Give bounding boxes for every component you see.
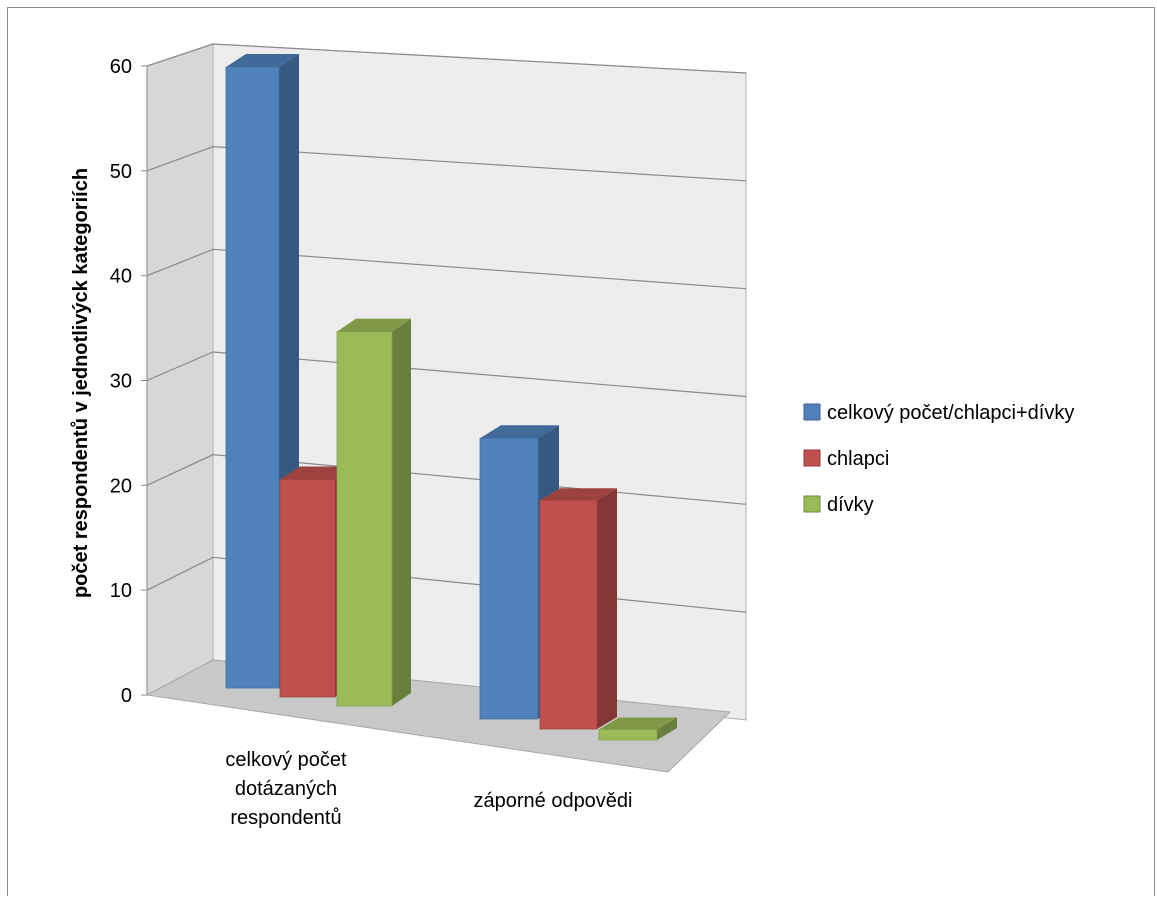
bar-top-face — [480, 425, 559, 439]
gridlines — [146, 43, 747, 613]
y-axis-title: počet respondentů v jednotlivýck kategor… — [70, 168, 92, 598]
bar-top-face — [337, 318, 411, 332]
bar-front-face — [336, 331, 393, 707]
y-tick-label: 30 — [110, 371, 132, 393]
bar-front-face — [279, 479, 336, 698]
y-axis-ticks: 0 10 20 30 40 50 60 — [110, 56, 148, 707]
bar-front-face — [539, 499, 598, 730]
bar-front-face — [479, 437, 539, 720]
category-label: záporné odpovědi — [473, 790, 632, 812]
bar — [336, 318, 411, 707]
y-tick-label: 40 — [110, 266, 132, 288]
gridline — [146, 248, 747, 290]
category-label: respondentů — [230, 807, 341, 829]
gridline — [146, 146, 747, 182]
bar-top-face — [599, 717, 677, 730]
bar-side-face — [597, 488, 617, 729]
legend-swatch — [803, 403, 821, 421]
gridline — [146, 351, 747, 398]
y-tick-label: 0 — [121, 685, 132, 707]
bar-side-face — [392, 318, 411, 706]
bar — [539, 488, 617, 730]
bar-front-face — [598, 729, 658, 741]
bar-top-face — [280, 466, 355, 480]
category-label: celkový počet — [225, 749, 347, 771]
legend-label: celkový počet/chlapci+dívky — [827, 402, 1074, 424]
legend: celkový počet/chlapci+dívky chlapci dívky — [803, 402, 1074, 516]
bar-top-face — [540, 488, 617, 501]
y-tick-label: 10 — [110, 580, 132, 602]
chart-frame — [7, 7, 1155, 896]
side-wall — [146, 43, 214, 696]
legend-label: chlapci — [827, 448, 889, 470]
gridline — [146, 43, 747, 74]
bar — [225, 54, 299, 689]
bar — [598, 717, 677, 741]
category-label: dotázaných — [235, 778, 337, 800]
bars — [225, 54, 677, 741]
y-tick-label: 60 — [110, 56, 132, 78]
gridline — [146, 454, 747, 505]
y-tick-label: 20 — [110, 475, 132, 497]
bar-top-face — [226, 54, 299, 67]
legend-swatch — [803, 449, 821, 467]
legend-label: dívky — [827, 494, 874, 516]
category-labels: celkový počet dotázaných respondentů záporn… — [225, 749, 632, 829]
legend-swatch — [803, 495, 821, 513]
bar-front-face — [225, 66, 280, 689]
bar-side-face — [657, 717, 677, 740]
y-tick-label: 50 — [110, 161, 132, 183]
